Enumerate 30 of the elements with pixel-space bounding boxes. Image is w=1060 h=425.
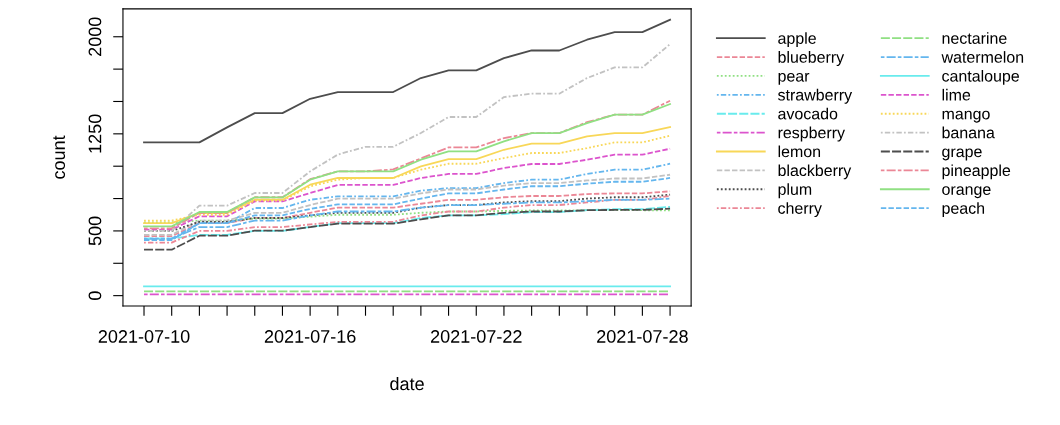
x-tick-label: 2021-07-22 [430,330,522,343]
legend-label: pear [778,72,810,85]
legend-label: mango [942,110,990,123]
y-tick-label: 0 [88,291,102,300]
legend-label: cantaloupe [942,69,1019,85]
legend-label: lime [942,88,971,101]
legend-label: grape [942,148,982,161]
legend-label: plum [778,183,812,199]
y-tick-label: 1250 [88,114,102,153]
legend-label: avocado [778,107,838,120]
legend-label: orange [942,186,991,199]
legend-label: banana [942,126,995,139]
x-tick-label: 2021-07-10 [98,330,190,343]
legend-label: cherry [778,202,822,218]
y-tick-label: 2000 [88,17,102,56]
legend-label: lemon [778,145,821,158]
x-tick-label: 2021-07-28 [597,330,688,343]
x-axis-title: date [390,377,424,391]
legend-label: blueberry [778,51,845,66]
legend-label: watermelon [941,51,1024,63]
x-tick-label: 2021-07-16 [264,330,356,343]
y-axis-title: count [53,135,66,179]
y-tick-label: 500 [88,216,102,246]
legend-label: peach [942,202,985,218]
legend-label: blackberry [778,164,852,180]
legend-label: apple [778,32,816,48]
legend-label: nectarine [942,32,1007,44]
legend-label: respberry [778,126,845,142]
legend-label: pineapple [942,164,1011,180]
legend-label: strawberry [778,88,853,104]
